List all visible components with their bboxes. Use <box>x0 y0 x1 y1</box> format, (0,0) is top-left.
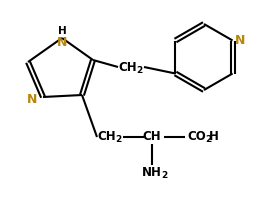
Text: N: N <box>27 92 37 106</box>
Text: NH: NH <box>142 165 162 179</box>
Text: N: N <box>57 35 67 49</box>
Text: N: N <box>234 34 245 47</box>
Text: CH: CH <box>143 130 161 143</box>
Text: 2: 2 <box>136 65 142 74</box>
Text: H: H <box>209 130 219 143</box>
Text: 2: 2 <box>161 170 167 180</box>
Text: H: H <box>58 26 66 36</box>
Text: CO: CO <box>188 130 206 143</box>
Text: CH: CH <box>98 130 116 143</box>
Text: CH: CH <box>119 61 137 73</box>
Text: 2: 2 <box>115 135 121 145</box>
Text: 2: 2 <box>205 135 211 145</box>
